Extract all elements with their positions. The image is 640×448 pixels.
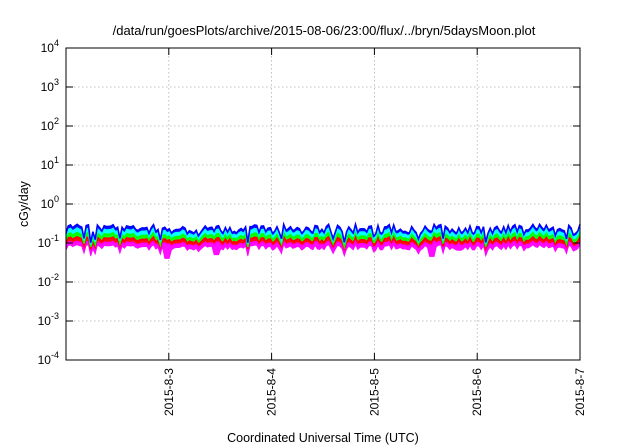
series-line-0 <box>65 239 581 255</box>
chart-title: /data/run/goesPlots/archive/2015-08-06/2… <box>113 23 536 38</box>
y-tick-label: 10-4 <box>38 350 59 367</box>
y-tick-label: 102 <box>41 116 59 133</box>
y-tick-label: 10-3 <box>38 311 59 328</box>
grid-lines <box>66 48 580 360</box>
y-axis-label: cGy/day <box>17 180 31 227</box>
y-tick-label: 104 <box>41 38 59 55</box>
series-group <box>65 221 581 259</box>
x-tick-label: 2015-8-4 <box>265 368 279 416</box>
x-tick-label: 2015-8-7 <box>573 368 587 416</box>
series-line-1 <box>65 234 581 252</box>
x-axis-label: Coordinated Universal Time (UTC) <box>227 431 419 445</box>
x-tick-label: 2015-8-6 <box>470 368 484 416</box>
x-axis-ticks: 2015-8-3 2015-8-4 2015-8-5 2015-8-6 2015-8-7 <box>162 48 587 416</box>
series-line-3 <box>65 225 581 245</box>
y-tick-label: 10-1 <box>38 233 59 250</box>
series-line-4 <box>65 221 581 243</box>
y-axis-ticks: 10-4 10-3 10-2 10-1 100 101 102 103 104 <box>38 38 580 367</box>
x-tick-label: 2015-8-5 <box>367 368 381 416</box>
y-tick-label: 10-2 <box>38 272 59 289</box>
y-tick-label: 103 <box>41 77 59 94</box>
y-tick-label: 100 <box>41 194 59 211</box>
series-line-2 <box>65 230 581 250</box>
y-tick-label: 101 <box>41 155 59 172</box>
x-tick-label: 2015-8-3 <box>162 368 176 416</box>
